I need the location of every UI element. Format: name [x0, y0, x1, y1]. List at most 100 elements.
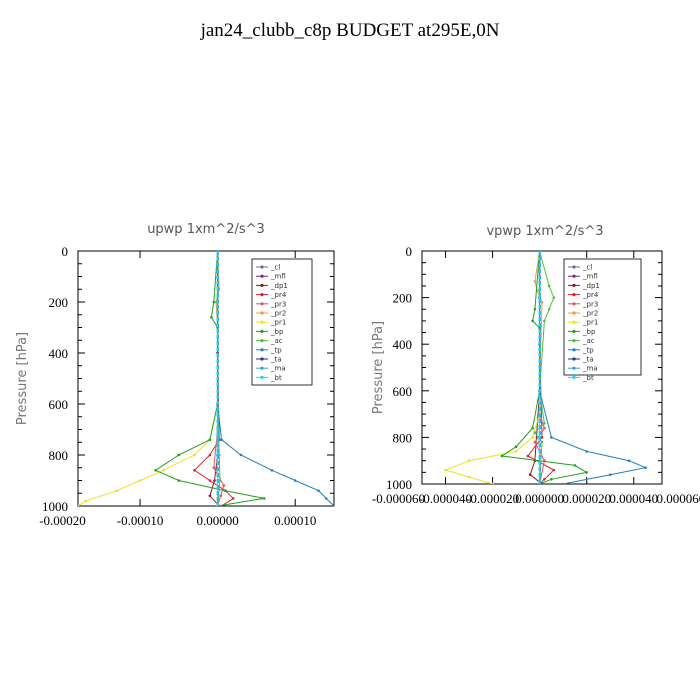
- legend-marker: [260, 348, 264, 352]
- legend-marker: [572, 329, 576, 333]
- x-tick-label: -0.00010: [117, 513, 164, 528]
- series-point-bt: [216, 402, 219, 406]
- legend: _cl_mfl_dp1_pr4_pr3_pr2_pr1_bp_ac_tp_ta_…: [251, 258, 313, 386]
- series-group: [443, 251, 648, 484]
- series-point-ac: [552, 296, 556, 299]
- y-tick-label: 200: [49, 295, 69, 310]
- series-point-pr4: [526, 454, 530, 458]
- legend: _cl_mfl_dp1_pr4_pr3_pr2_pr1_bp_ac_tp_ta_…: [563, 258, 642, 382]
- series-line-pr1: [443, 251, 541, 484]
- y-tick-label: 400: [49, 346, 69, 361]
- series-group: [78, 251, 334, 506]
- series-point-bp: [514, 445, 518, 449]
- legend-marker: [572, 283, 576, 287]
- y-tick-label: 600: [393, 384, 413, 399]
- legend-marker: [572, 302, 576, 306]
- series-point-tp: [332, 504, 334, 506]
- series-point-ac: [533, 431, 537, 435]
- series-point-tp: [220, 438, 223, 442]
- series-point-bt: [216, 453, 219, 457]
- legend-entry: _ta: [270, 356, 282, 364]
- series-point-pr3: [212, 466, 216, 470]
- chart-panel-2: vpwp 1xm^2/s^3 Pressure [hPa] 0 200 400 600 80…: [371, 224, 700, 506]
- legend-entry: _pr2: [582, 310, 598, 318]
- legend-entry: _bt: [270, 374, 282, 382]
- series-point-bt: [538, 389, 541, 393]
- series-point-bp: [177, 479, 181, 482]
- series-point-pr3: [543, 426, 546, 430]
- legend-marker: [572, 357, 576, 361]
- legend-entry: _ac: [582, 337, 595, 345]
- x-tick-label: 0.00000: [197, 513, 239, 528]
- series-point-pr4: [231, 497, 235, 500]
- series-point-pr4: [552, 468, 556, 472]
- panel-title: vpwp 1xm^2/s^3: [486, 224, 603, 239]
- page-title: jan24_clubb_c8p BUDGET at295E,0N: [200, 20, 500, 41]
- series-point-tp: [293, 479, 297, 482]
- legend-entry: _ma: [270, 365, 286, 373]
- series-point-pr1: [514, 450, 518, 453]
- legend-marker: [260, 265, 264, 269]
- series-point-ac: [543, 422, 546, 425]
- legend-entry: _bt: [582, 374, 594, 382]
- series-point-tp: [644, 466, 647, 470]
- y-tick-label: 0: [62, 244, 69, 259]
- legend-marker: [260, 274, 264, 278]
- legend-marker: [260, 375, 264, 379]
- legend-marker: [572, 348, 576, 352]
- series-point-tp: [561, 482, 565, 484]
- series-point-bt: [216, 300, 219, 304]
- series-point-pr2: [533, 280, 537, 283]
- series-point-ac: [543, 319, 546, 323]
- x-tick-label: 0.000020: [562, 491, 611, 506]
- x-tick-label: 0.00010: [274, 513, 316, 528]
- series-point-bp: [531, 426, 534, 430]
- x-tick-label: 0.000060: [656, 491, 700, 506]
- series-point-bp: [585, 471, 588, 474]
- series-point-pr3: [533, 440, 537, 444]
- series-point-ac: [218, 479, 222, 482]
- legend-entry: _pr3: [270, 300, 286, 308]
- legend-marker: [260, 302, 264, 306]
- legend-entry: _dp1: [582, 282, 600, 290]
- legend-entry: _tp: [582, 346, 594, 354]
- y-tick-label: 400: [393, 337, 413, 352]
- legend-entry: _pr4: [582, 291, 599, 299]
- legend-entry: _bp: [270, 328, 284, 336]
- series-point-pr1: [467, 475, 471, 479]
- chart-panel-1: upwp 1xm^2/s^3 Pressure [hPa] 0 200 400 600 80…: [15, 222, 335, 528]
- legend-entry: _pr1: [582, 319, 598, 327]
- legend-entry: _ac: [270, 337, 283, 345]
- legend-marker: [260, 320, 264, 324]
- series-point-pr1: [138, 479, 142, 482]
- series-point-tp: [324, 497, 328, 500]
- series-point-bp: [262, 497, 266, 500]
- series-point-ac: [540, 440, 544, 444]
- series-point-pr4: [208, 479, 212, 482]
- series-point-bt: [216, 251, 219, 253]
- legend-marker: [260, 283, 264, 287]
- y-tick-label: 800: [393, 430, 413, 445]
- panel-title: upwp 1xm^2/s^3: [147, 222, 265, 237]
- series-point-pr4: [208, 453, 212, 457]
- legend-entry: _pr2: [270, 310, 286, 318]
- series-line-ac: [534, 251, 555, 484]
- series-point-tp: [627, 459, 631, 463]
- legend-entry: _pr3: [582, 300, 598, 308]
- series-point-bt: [538, 436, 541, 439]
- series-point-pr4: [543, 478, 546, 481]
- legend-marker: [260, 329, 264, 333]
- series-point-bp: [212, 300, 216, 304]
- series-point-bp: [210, 316, 213, 319]
- legend-marker: [260, 366, 264, 370]
- legend-marker: [572, 366, 576, 370]
- series-point-pr1: [193, 453, 196, 457]
- series-point-bp: [208, 438, 212, 442]
- series-point-bp: [573, 464, 577, 467]
- series-line-bp: [154, 251, 265, 506]
- legend-entry: _ma: [582, 365, 598, 373]
- legend-entry: _mfl: [582, 273, 598, 281]
- y-tick-label: 1000: [42, 499, 68, 514]
- series-point-bp: [154, 469, 157, 472]
